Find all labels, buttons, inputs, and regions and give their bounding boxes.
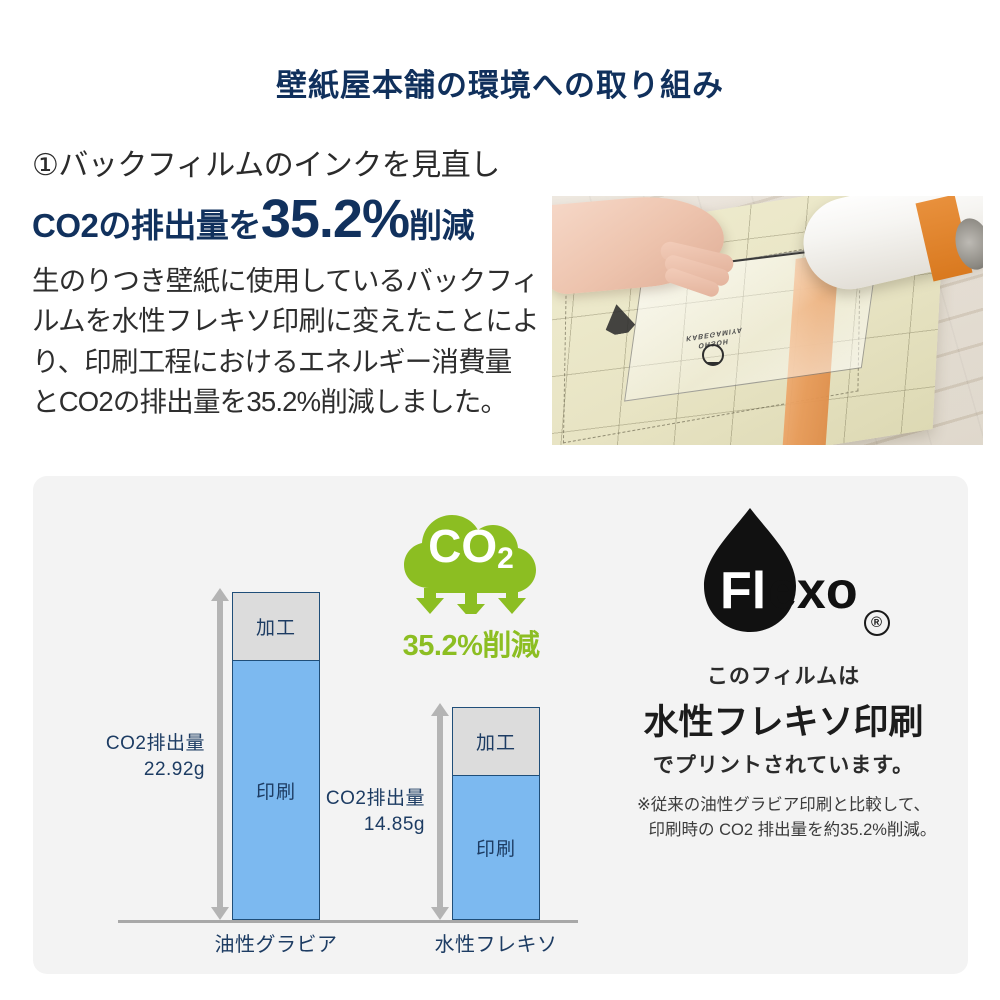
value-label-water-flexo: CO2排出量 14.85g	[301, 786, 425, 837]
headline: CO2の排出量を 35.2% 削減	[32, 189, 552, 249]
body-line-4: とCO2の排出量を35.2%削減しました。	[32, 386, 508, 418]
body-line-3: り、印刷工程におけるエネルギー消費量	[32, 345, 512, 377]
value-label-oil-gravure: CO2排出量 22.92g	[81, 731, 205, 782]
intro-subheading: ①バックフィルムのインクを見直し	[32, 149, 500, 182]
intro-block: ①バックフィルムのインクを見直し CO2の排出量を 35.2% 削減 生のりつき…	[32, 148, 552, 423]
flexo-main-text: 水性フレキソ印刷	[643, 703, 924, 742]
svg-text:Fl: Fl	[720, 562, 766, 620]
co2-reduction-badge: CO2 35.2%削減	[371, 496, 571, 664]
chart-baseline-axis	[118, 920, 578, 923]
body-line-2: ルムを水性フレキソ印刷に変えたことによ	[32, 305, 540, 337]
category-label-oil-gravure: 油性グラビア	[214, 934, 338, 956]
value-label-amount: 14.85g	[363, 813, 425, 835]
bar-segment-processing: 加工	[233, 593, 319, 661]
arrow-head-down-icon	[431, 907, 449, 920]
arrow-shaft	[217, 598, 223, 910]
bar-oil-gravure: 加工 印刷	[232, 592, 320, 920]
page-title: 壁紙屋本舗の環境への取り組み	[276, 68, 724, 103]
footnote-line-1: ※従来の油性グラビア印刷と比較して、	[636, 796, 930, 814]
co2-emission-bar-chart: 加工 印刷 油性グラビア CO2排出量 22.92g 加工 印刷 水性フレキソ …	[33, 476, 593, 974]
bar-water-flexo: 加工 印刷	[452, 707, 540, 920]
wallpaper-roll-photo: OHSOH KABEGAMIYA	[552, 196, 983, 445]
bar-segment-processing: 加工	[453, 708, 539, 776]
bar-segment-printing: 印刷	[233, 661, 319, 919]
arrow-shaft	[437, 713, 443, 910]
value-label-amount: 22.92g	[143, 758, 205, 780]
footnote-line-2: 印刷時の CO2 排出量を約35.2%削減。	[648, 820, 937, 839]
co2-reduction-percent: 35.2%削減	[402, 630, 540, 662]
headline-prefix: CO2の排出量を	[32, 207, 261, 244]
co2-cloud-icon: CO2	[385, 496, 557, 614]
value-label-prefix: CO2排出量	[105, 733, 205, 754]
value-label-prefix: CO2排出量	[325, 788, 425, 809]
flexo-footnote: ※従来の油性グラビア印刷と比較して、 印刷時の CO2 排出量を約35.2%削減…	[599, 793, 968, 843]
body-line-1: 生のりつき壁紙に使用しているバックフィ	[32, 265, 539, 296]
category-label-water-flexo: 水性フレキソ	[434, 934, 558, 956]
flexo-sub-text: でプリントされています。	[652, 754, 915, 777]
flexo-lead-text: このフィルムは	[706, 665, 861, 688]
bar-segment-printing: 印刷	[453, 776, 539, 919]
body-copy: 生のりつき壁紙に使用しているバックフィ ルムを水性フレキソ印刷に変えたことによ …	[32, 261, 552, 423]
headline-percent-value: 35.2%	[260, 189, 410, 249]
flexo-info-block: Fl exo ® このフィルムは 水性フレキソ印刷 でプリントされています。 ※…	[599, 502, 968, 843]
measure-arrow-water-flexo	[431, 703, 449, 920]
registered-trademark-icon: ®	[863, 610, 890, 636]
headline-suffix: 削減	[408, 207, 475, 244]
ink-droplet-icon: Fl exo ®	[664, 502, 904, 654]
arrow-head-down-icon	[211, 907, 229, 920]
svg-text:exo: exo	[768, 562, 858, 620]
film-asterisk-icon	[702, 344, 724, 366]
measure-arrow-oil-gravure	[211, 588, 229, 920]
comparison-panel: 加工 印刷 油性グラビア CO2排出量 22.92g 加工 印刷 水性フレキソ …	[33, 476, 968, 974]
